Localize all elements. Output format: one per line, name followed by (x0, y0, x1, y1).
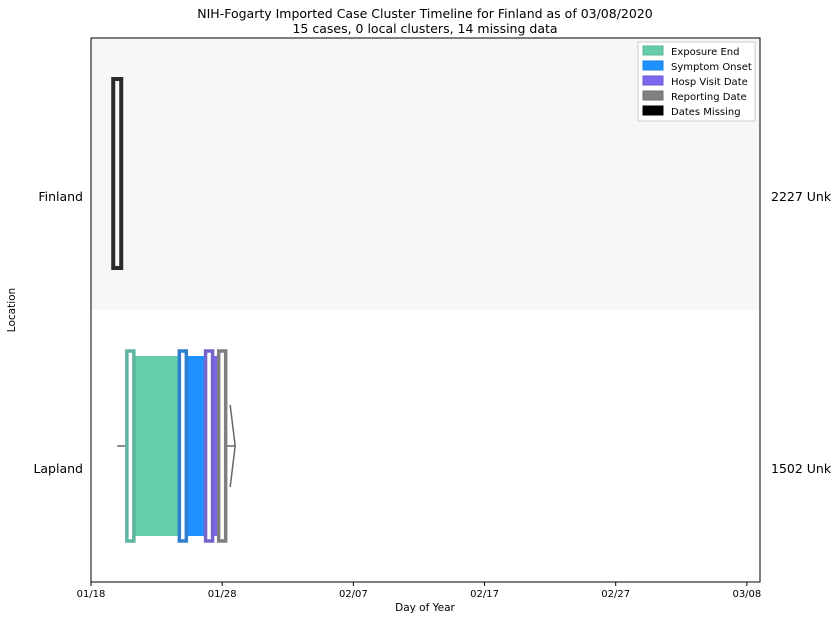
legend-label-symptom-onset: Symptom Onset (671, 62, 752, 73)
x-tick-label: 01/18 (77, 589, 106, 600)
legend-label-reporting-date: Reporting Date (671, 92, 747, 103)
x-tick-label: 02/27 (601, 589, 630, 600)
legend-swatch-hosp-visit (642, 75, 664, 86)
x-axis: 01/18 01/28 02/07 02/17 02/27 03/08 (77, 582, 761, 600)
legend-swatch-symptom-onset (642, 60, 664, 71)
legend: Exposure End Symptom Onset Hosp Visit Da… (637, 41, 756, 122)
x-tick-label: 02/07 (339, 589, 368, 600)
dates-missing-marker-finland (111, 77, 124, 270)
right-label-lapland: 1502 Unk (771, 461, 832, 476)
x-tick-label: 03/08 (732, 589, 761, 600)
x-tick-label: 02/17 (470, 589, 499, 600)
legend-swatch-exposure-end (642, 45, 664, 56)
chart-marks (111, 77, 236, 543)
x-axis-label: Day of Year (395, 602, 455, 614)
legend-label-hosp-visit: Hosp Visit Date (671, 77, 748, 88)
chart-title: NIH-Fogarty Imported Case Cluster Timeli… (197, 6, 653, 21)
legend-label-dates-missing: Dates Missing (671, 107, 741, 118)
right-label-finland: 2227 Unk (771, 189, 832, 204)
y-tick-label-lapland: Lapland (33, 461, 83, 476)
whisker-arrow-lapland (229, 404, 236, 488)
y-tick-label-finland: Finland (38, 189, 83, 204)
exposure-end-marker-lapland (125, 349, 136, 543)
y-axis-label: Location (6, 288, 18, 332)
hosp-visit-marker-lapland (203, 349, 215, 543)
symptom-onset-marker-lapland (177, 349, 189, 543)
exposure-bar-lapland (130, 356, 183, 536)
x-tick-label: 01/28 (208, 589, 237, 600)
plot-frame (90, 37, 761, 583)
chart-subtitle: 15 cases, 0 local clusters, 14 missing d… (292, 21, 557, 36)
legend-swatch-dates-missing (642, 105, 664, 116)
legend-swatch-reporting-date (642, 90, 664, 101)
reporting-date-marker-lapland (216, 349, 228, 543)
legend-label-exposure-end: Exposure End (671, 47, 739, 58)
